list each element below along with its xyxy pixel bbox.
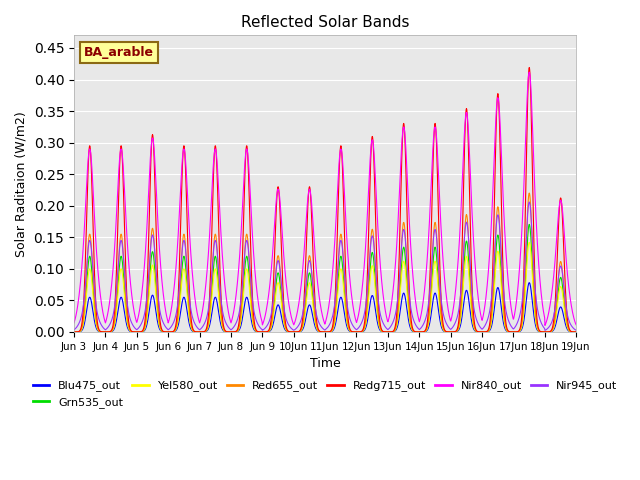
Yel580_out (79, 321, 87, 326)
Title: Reflected Solar Bands: Reflected Solar Bands (241, 15, 410, 30)
Nir840_out (70, 320, 78, 326)
Blu475_out (297, 328, 305, 334)
Nir840_out (79, 241, 87, 247)
Red655_out (160, 329, 168, 335)
Blu475_out (540, 329, 548, 335)
Red655_out (327, 328, 335, 334)
Line: Red655_out: Red655_out (74, 193, 576, 332)
Nir945_out (572, 327, 580, 333)
Redg715_out (327, 328, 335, 334)
X-axis label: Time: Time (310, 357, 340, 370)
Grn535_out (525, 222, 533, 228)
Yel580_out (416, 329, 424, 335)
Nir840_out (327, 287, 335, 293)
Yel580_out (540, 329, 548, 335)
Redg715_out (525, 65, 533, 71)
Blu475_out (160, 329, 168, 335)
Nir840_out (541, 323, 549, 328)
Blu475_out (541, 329, 549, 335)
Nir945_out (70, 327, 78, 333)
Line: Nir840_out: Nir840_out (74, 72, 576, 325)
Nir945_out (79, 302, 87, 308)
Redg715_out (79, 304, 87, 310)
Line: Nir945_out: Nir945_out (74, 202, 576, 330)
Line: Yel580_out: Yel580_out (74, 242, 576, 332)
Grn535_out (327, 329, 335, 335)
Line: Redg715_out: Redg715_out (74, 68, 576, 332)
Nir945_out (540, 325, 548, 331)
Blu475_out (416, 329, 424, 335)
Redg715_out (297, 325, 305, 331)
Text: BA_arable: BA_arable (84, 46, 154, 59)
Blu475_out (79, 324, 87, 330)
Grn535_out (416, 329, 424, 335)
Grn535_out (297, 327, 305, 333)
Line: Grn535_out: Grn535_out (74, 225, 576, 332)
Red655_out (541, 329, 549, 335)
Nir840_out (540, 312, 548, 317)
Red655_out (297, 327, 305, 333)
Nir945_out (416, 326, 424, 332)
Grn535_out (572, 329, 580, 335)
Red655_out (525, 190, 533, 196)
Blu475_out (327, 329, 335, 335)
Red655_out (416, 329, 424, 335)
Nir840_out (525, 69, 533, 75)
Redg715_out (70, 329, 78, 335)
Redg715_out (416, 329, 424, 335)
Redg715_out (540, 329, 548, 335)
Grn535_out (70, 329, 78, 335)
Grn535_out (160, 329, 168, 335)
Red655_out (540, 329, 548, 335)
Blu475_out (70, 329, 78, 335)
Red655_out (79, 316, 87, 322)
Nir840_out (416, 317, 424, 323)
Grn535_out (540, 329, 548, 335)
Blu475_out (525, 280, 533, 286)
Yel580_out (525, 240, 533, 245)
Yel580_out (160, 329, 168, 335)
Yel580_out (70, 329, 78, 335)
Red655_out (572, 329, 580, 335)
Redg715_out (160, 329, 168, 335)
Blu475_out (572, 329, 580, 335)
Redg715_out (572, 329, 580, 335)
Nir945_out (541, 327, 549, 333)
Nir840_out (572, 322, 580, 327)
Legend: Blu475_out, Grn535_out, Yel580_out, Red655_out, Redg715_out, Nir840_out, Nir945_: Blu475_out, Grn535_out, Yel580_out, Red6… (28, 376, 622, 412)
Nir840_out (160, 296, 168, 301)
Yel580_out (327, 329, 335, 335)
Nir945_out (160, 321, 168, 327)
Red655_out (70, 329, 78, 335)
Nir840_out (297, 284, 305, 289)
Nir945_out (297, 317, 305, 323)
Yel580_out (572, 329, 580, 335)
Nir945_out (525, 199, 533, 205)
Grn535_out (541, 329, 549, 335)
Yel580_out (297, 328, 305, 334)
Y-axis label: Solar Raditaion (W/m2): Solar Raditaion (W/m2) (15, 111, 28, 256)
Yel580_out (541, 329, 549, 335)
Nir945_out (327, 319, 335, 324)
Redg715_out (541, 329, 549, 335)
Grn535_out (79, 319, 87, 324)
Line: Blu475_out: Blu475_out (74, 283, 576, 332)
